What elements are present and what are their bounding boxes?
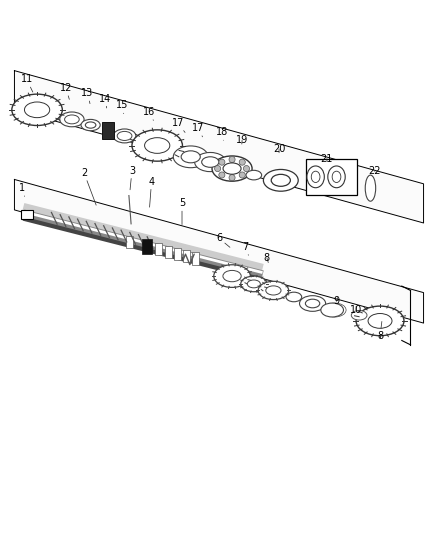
Ellipse shape: [307, 166, 324, 188]
Text: 7: 7: [242, 242, 248, 255]
Ellipse shape: [305, 299, 320, 308]
Ellipse shape: [300, 296, 325, 311]
Ellipse shape: [64, 115, 79, 124]
FancyBboxPatch shape: [166, 246, 173, 258]
Ellipse shape: [60, 112, 84, 127]
Text: 8: 8: [377, 321, 383, 341]
Ellipse shape: [132, 130, 183, 161]
Ellipse shape: [311, 171, 320, 182]
Circle shape: [239, 159, 245, 165]
Text: 5: 5: [179, 198, 185, 224]
FancyBboxPatch shape: [142, 239, 152, 254]
Ellipse shape: [263, 169, 298, 191]
Text: 3: 3: [129, 166, 135, 190]
Ellipse shape: [241, 276, 267, 292]
Circle shape: [219, 159, 225, 165]
Text: 12: 12: [60, 83, 72, 99]
FancyBboxPatch shape: [126, 236, 133, 248]
Bar: [306, 159, 357, 195]
Text: 2: 2: [81, 168, 96, 205]
Circle shape: [244, 166, 250, 172]
Ellipse shape: [246, 171, 261, 180]
Ellipse shape: [286, 292, 302, 302]
Circle shape: [239, 172, 245, 178]
Circle shape: [219, 172, 225, 178]
Text: 11: 11: [21, 75, 33, 92]
FancyBboxPatch shape: [191, 252, 198, 264]
Ellipse shape: [145, 138, 170, 154]
Ellipse shape: [81, 119, 100, 131]
Ellipse shape: [368, 313, 392, 328]
Text: 17: 17: [192, 123, 205, 137]
Ellipse shape: [194, 152, 226, 172]
FancyBboxPatch shape: [155, 243, 162, 255]
Ellipse shape: [85, 122, 96, 128]
Text: 16: 16: [143, 107, 155, 120]
Ellipse shape: [214, 265, 251, 287]
Circle shape: [229, 175, 235, 181]
Ellipse shape: [365, 175, 376, 201]
Text: 18: 18: [216, 127, 229, 140]
Circle shape: [229, 157, 235, 163]
Bar: [102, 122, 114, 140]
Ellipse shape: [271, 174, 290, 187]
Text: 10: 10: [350, 305, 362, 315]
Ellipse shape: [223, 270, 241, 282]
Ellipse shape: [223, 163, 241, 174]
Text: 20: 20: [273, 144, 285, 154]
Polygon shape: [14, 180, 424, 323]
Ellipse shape: [321, 303, 343, 317]
Ellipse shape: [113, 129, 136, 143]
Text: 13: 13: [81, 88, 94, 103]
Ellipse shape: [173, 146, 208, 168]
Text: 1: 1: [19, 183, 25, 196]
Text: 14: 14: [99, 93, 111, 108]
Bar: [21, 210, 33, 219]
Ellipse shape: [356, 306, 404, 336]
FancyBboxPatch shape: [183, 250, 190, 262]
Ellipse shape: [117, 132, 132, 141]
FancyBboxPatch shape: [174, 248, 181, 260]
Text: 22: 22: [368, 166, 381, 176]
Text: 8: 8: [264, 253, 270, 263]
Ellipse shape: [12, 94, 62, 125]
Ellipse shape: [247, 280, 260, 288]
Ellipse shape: [332, 171, 341, 182]
Ellipse shape: [201, 157, 219, 167]
Ellipse shape: [181, 151, 200, 163]
Text: 9: 9: [333, 296, 339, 306]
Text: 19: 19: [236, 135, 248, 146]
Polygon shape: [14, 71, 424, 223]
Circle shape: [215, 166, 221, 172]
Ellipse shape: [266, 286, 281, 295]
Ellipse shape: [212, 156, 252, 181]
Ellipse shape: [258, 281, 289, 300]
Ellipse shape: [328, 166, 345, 188]
Text: 15: 15: [116, 100, 129, 114]
Text: 17: 17: [171, 118, 185, 133]
Ellipse shape: [351, 310, 367, 320]
Text: 21: 21: [321, 154, 333, 164]
Text: 6: 6: [216, 233, 230, 247]
Ellipse shape: [25, 102, 49, 118]
Text: 4: 4: [148, 176, 155, 207]
Ellipse shape: [323, 303, 346, 317]
